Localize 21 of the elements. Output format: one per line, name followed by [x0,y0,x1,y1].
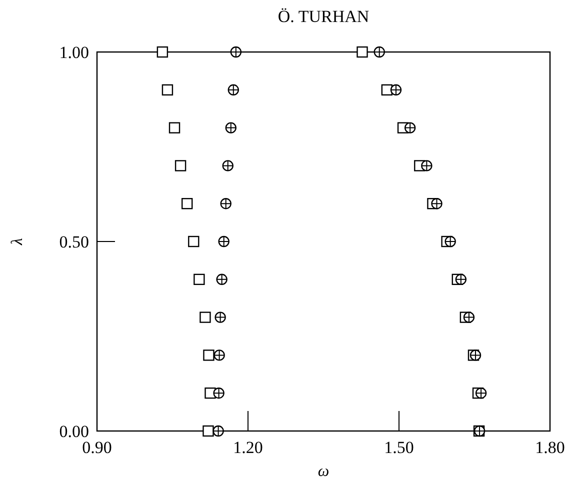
y-tick-label: 0.50 [59,232,89,252]
point [174,160,186,172]
point [181,198,193,210]
point [356,46,368,58]
y-tick-label: 1.00 [59,42,89,62]
y-tick-label: 0.00 [59,422,89,441]
x-tick-label: 1.80 [535,438,565,457]
x-axis-title: ω [318,463,330,480]
point [162,84,174,96]
chart-title: Ö. TURHAN [278,7,370,26]
x-tick-label: 1.50 [384,438,414,457]
point [194,274,205,285]
x-tick-label: 0.90 [82,438,112,457]
y-axis-title: λ [9,238,26,246]
x-tick-label: 1.20 [233,438,263,457]
point [156,46,168,58]
point [202,425,214,437]
point [203,350,214,361]
point [200,312,211,323]
point [188,236,200,248]
point [168,122,180,134]
